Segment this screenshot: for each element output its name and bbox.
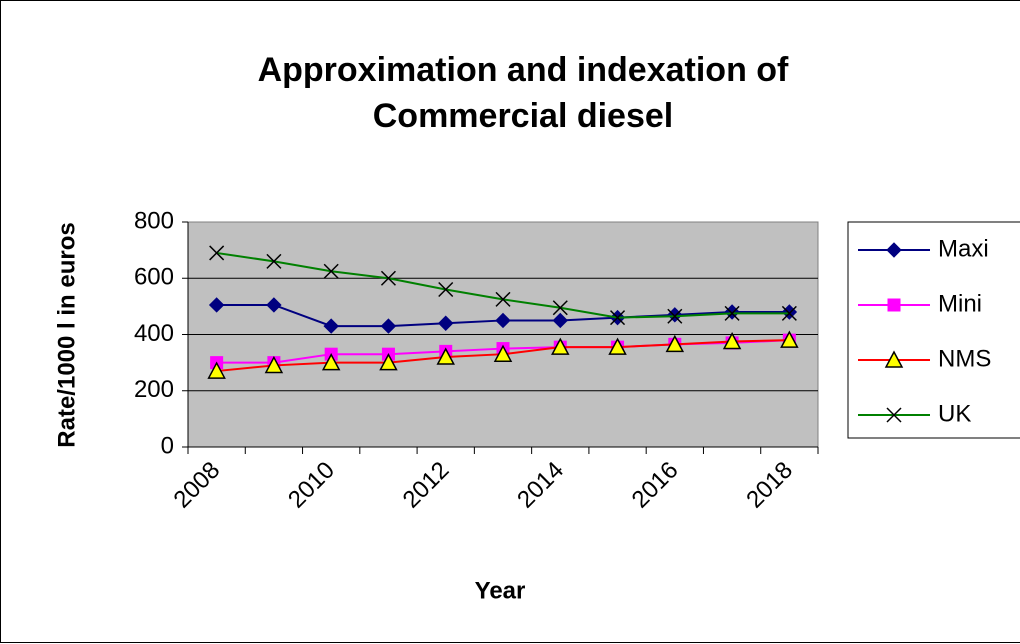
legend-label: Maxi bbox=[938, 235, 989, 262]
data-point bbox=[667, 308, 683, 324]
data-point bbox=[438, 315, 454, 331]
data-point bbox=[551, 337, 570, 355]
data-point bbox=[380, 270, 396, 286]
data-point bbox=[780, 330, 799, 348]
data-point bbox=[380, 318, 397, 334]
data-point bbox=[493, 344, 513, 362]
legend bbox=[847, 221, 1020, 439]
y-tick-label: 800 bbox=[134, 207, 174, 234]
data-point bbox=[495, 291, 511, 307]
y-tick-label: 400 bbox=[134, 320, 174, 347]
data-point bbox=[552, 312, 568, 329]
data-point bbox=[781, 305, 797, 321]
legend-marker bbox=[886, 242, 902, 258]
legend-marker bbox=[884, 350, 904, 368]
data-point bbox=[266, 253, 282, 269]
legend-marker bbox=[887, 298, 901, 312]
data-point bbox=[608, 337, 627, 355]
data-point bbox=[722, 331, 742, 350]
data-point bbox=[436, 347, 455, 365]
chart-title: Approximation and indexation of Commercia… bbox=[258, 51, 789, 135]
data-point bbox=[207, 361, 226, 379]
y-tick-label: 200 bbox=[134, 376, 174, 403]
data-point bbox=[552, 300, 568, 316]
y-axis-label: Rate/1000 l in euros bbox=[53, 222, 80, 447]
data-point bbox=[323, 318, 339, 334]
legend-label: Mini bbox=[938, 290, 982, 317]
data-point bbox=[209, 245, 225, 261]
data-point bbox=[438, 281, 454, 298]
y-tick-label: 0 bbox=[161, 432, 174, 459]
data-point bbox=[321, 353, 341, 371]
x-axis-label: Year bbox=[475, 577, 526, 604]
legend-label: NMS bbox=[938, 345, 991, 372]
data-point bbox=[208, 297, 225, 313]
data-point bbox=[379, 353, 398, 371]
legend-label: UK bbox=[938, 400, 971, 427]
data-point bbox=[610, 310, 626, 326]
data-point bbox=[323, 263, 339, 279]
data-point bbox=[724, 305, 740, 321]
y-tick-label: 600 bbox=[134, 264, 174, 291]
data-point bbox=[266, 297, 282, 313]
data-point bbox=[264, 355, 284, 374]
data-point bbox=[495, 312, 511, 329]
legend-marker bbox=[886, 407, 902, 423]
data-point bbox=[665, 334, 685, 353]
